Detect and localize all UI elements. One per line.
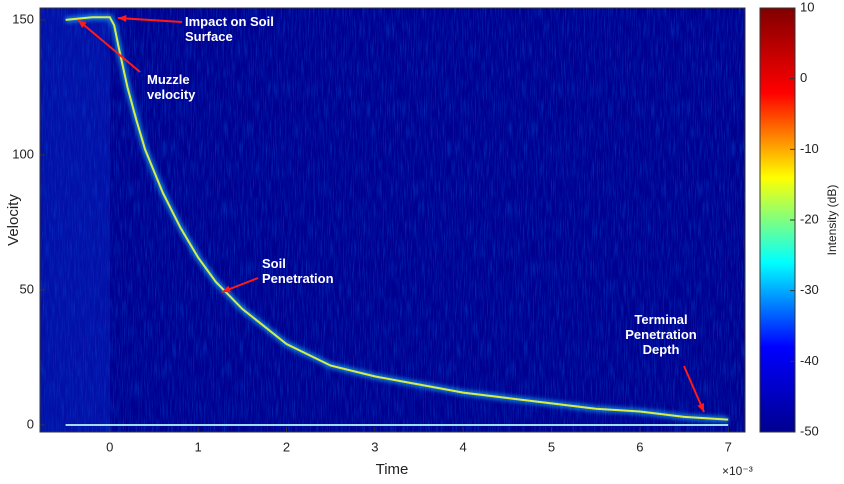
x-tick-label: 1: [195, 439, 202, 454]
annotation-arrow: [117, 17, 183, 23]
arrow-head: [118, 15, 127, 23]
arrow-head: [222, 285, 231, 293]
colorbar-tick-label: -10: [800, 141, 819, 156]
annotation: Soil Penetration: [262, 256, 334, 286]
arrow-head: [697, 403, 704, 412]
colorbar-tick-label: -20: [800, 211, 819, 226]
x-axis-label: Time: [376, 461, 409, 478]
x-tick-label: 0: [106, 439, 113, 454]
arrow-head: [78, 20, 87, 29]
y-tick-label: 50: [20, 281, 34, 296]
y-tick-label: 100: [12, 146, 34, 161]
colorbar-label: Intensity (dB): [825, 185, 839, 256]
x-tick-label: 2: [283, 439, 290, 454]
pre-impact-region: [40, 8, 110, 432]
trace: [65, 16, 729, 421]
noise-texture: [40, 8, 745, 432]
y-tick-label: 0: [27, 416, 34, 431]
colorbar: [759, 7, 796, 433]
y-axis-label: Velocity: [5, 194, 22, 246]
x-tick-label: 3: [371, 439, 378, 454]
plot-area: [65, 14, 729, 428]
annotation-arrow: [77, 19, 141, 73]
annotation: Muzzle velocity: [147, 72, 196, 102]
x-tick-label: 5: [548, 439, 555, 454]
colorbar-tick-label: 10: [800, 0, 814, 14]
annotation: Terminal Penetration Depth: [625, 312, 697, 357]
colorbar-tick-label: 0: [800, 70, 807, 85]
axes-frame: [39, 7, 746, 433]
colorbar-tick-label: -50: [800, 423, 819, 438]
x-tick-label: 6: [636, 439, 643, 454]
colorbar-tick-label: -30: [800, 282, 819, 297]
annotation-arrow: [683, 365, 705, 413]
y-tick-label: 150: [12, 11, 34, 26]
x-exponent: ×10⁻³: [722, 464, 753, 478]
annotation: Impact on Soil Surface: [185, 14, 274, 44]
x-tick-label: 4: [460, 439, 467, 454]
colorbar-tick-label: -40: [800, 353, 819, 368]
x-tick-label: 7: [725, 439, 732, 454]
